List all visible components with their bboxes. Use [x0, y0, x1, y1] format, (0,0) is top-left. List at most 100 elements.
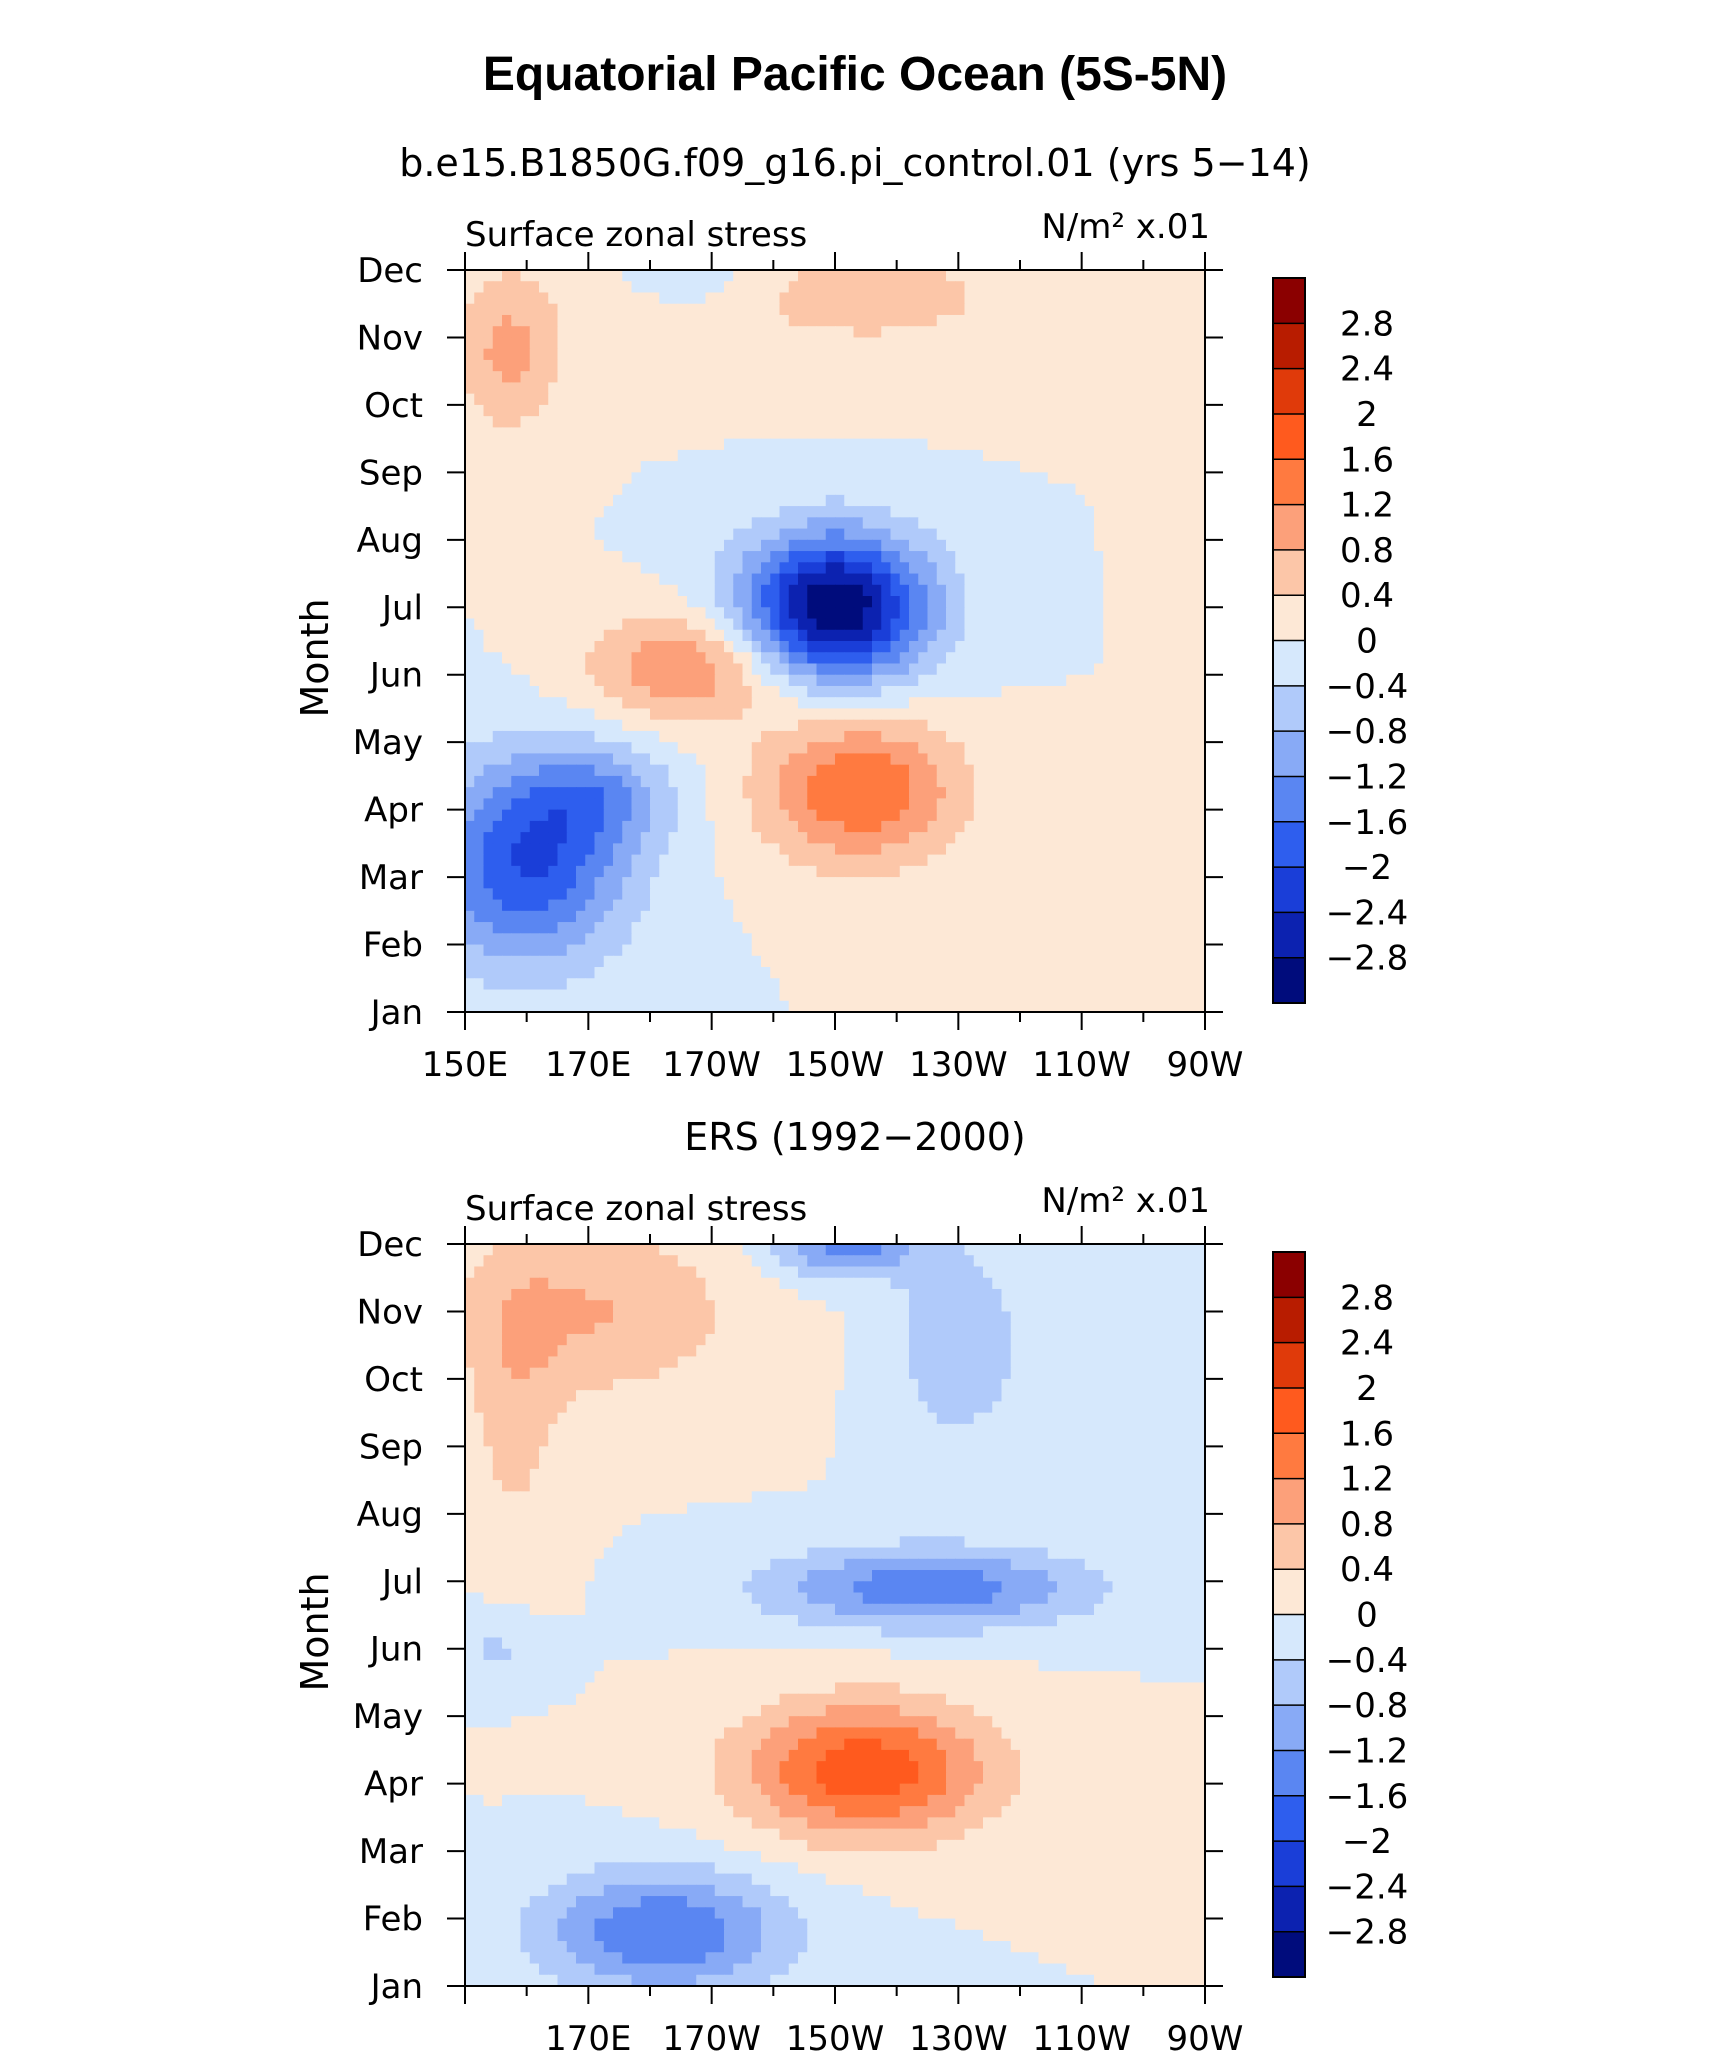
heatmap-cell	[520, 944, 531, 957]
heatmap-cell	[862, 416, 873, 428]
heatmap-cell	[483, 584, 494, 597]
heatmap-cell	[1140, 697, 1151, 710]
heatmap-cell	[511, 719, 522, 732]
heatmap-cell	[1103, 337, 1114, 350]
heatmap-cell	[881, 270, 892, 282]
heatmap-cell	[770, 910, 781, 923]
heatmap-cell	[668, 562, 679, 575]
heatmap-cell	[936, 652, 947, 665]
heatmap-cell	[1020, 708, 1030, 721]
heatmap-cell	[557, 697, 568, 710]
heatmap-cell	[687, 438, 697, 451]
heatmap-cell	[705, 494, 716, 507]
heatmap-cell	[659, 820, 670, 833]
heatmap-cell	[585, 348, 596, 361]
heatmap-cell	[1121, 663, 1132, 676]
heatmap-cell	[724, 416, 734, 428]
heatmap-cell	[724, 955, 734, 968]
heatmap-cell	[520, 404, 531, 417]
heatmap-cell	[1047, 506, 1058, 518]
heatmap-cell	[955, 281, 966, 294]
heatmap-cell	[1195, 708, 1206, 721]
heatmap-cell	[1186, 618, 1197, 631]
heatmap-cell	[585, 494, 596, 507]
heatmap-cell	[668, 685, 679, 698]
heatmap-cell	[594, 753, 605, 766]
heatmap-cell	[724, 685, 734, 698]
heatmap-cell	[677, 775, 688, 788]
heatmap-cell	[770, 674, 781, 687]
heatmap-cell	[465, 674, 475, 687]
heatmap-cell	[603, 303, 614, 316]
heatmap-cell	[1186, 539, 1197, 552]
heatmap-cell	[835, 820, 845, 833]
heatmap-cell	[696, 472, 707, 485]
heatmap-cell	[1121, 877, 1132, 889]
heatmap-cell	[640, 663, 651, 676]
heatmap-cell	[1094, 427, 1104, 440]
heatmap-cell	[640, 517, 651, 530]
heatmap-cell	[1103, 629, 1114, 642]
heatmap-cell	[1010, 483, 1021, 496]
heatmap-cell	[1020, 562, 1030, 575]
heatmap-cell	[779, 314, 790, 327]
heatmap-cell	[955, 494, 966, 507]
heatmap-cell	[1047, 944, 1058, 957]
heatmap-cell	[1066, 438, 1077, 451]
heatmap-cell	[594, 393, 605, 406]
heatmap-cell	[668, 629, 679, 642]
heatmap-cell	[751, 674, 762, 687]
heatmap-cell	[483, 865, 494, 878]
heatmap-cell	[909, 596, 919, 608]
heatmap-cell	[946, 303, 956, 316]
heatmap-cell	[835, 798, 845, 811]
heatmap-cell	[825, 483, 836, 496]
heatmap-cell	[761, 787, 771, 799]
heatmap-cell	[677, 685, 688, 698]
heatmap-cell	[1195, 562, 1206, 575]
heatmap-cell	[955, 775, 966, 788]
heatmap-cell	[946, 270, 956, 282]
heatmap-cell	[724, 674, 734, 687]
heatmap-cell	[594, 877, 605, 889]
heatmap-cell	[622, 910, 633, 923]
heatmap-cell	[714, 775, 725, 788]
heatmap-cell	[853, 348, 864, 361]
heatmap-cell	[640, 652, 651, 665]
heatmap-cell	[696, 562, 707, 575]
heatmap-cell	[1020, 528, 1030, 541]
heatmap-cell	[1149, 607, 1160, 620]
heatmap-cell	[955, 348, 966, 361]
heatmap-cell	[539, 607, 549, 620]
heatmap-cell	[631, 865, 642, 878]
heatmap-cell	[492, 674, 503, 687]
heatmap-cell	[539, 393, 549, 406]
heatmap-cell	[557, 506, 568, 518]
heatmap-cell	[835, 539, 845, 552]
heatmap-cell	[1066, 798, 1077, 811]
heatmap-cell	[576, 416, 586, 428]
heatmap-cell	[1131, 730, 1141, 743]
heatmap-cell	[502, 270, 512, 282]
heatmap-cell	[881, 922, 892, 934]
heatmap-cell	[853, 854, 864, 867]
heatmap-cell	[862, 596, 873, 608]
heatmap-cell	[1038, 955, 1049, 968]
heatmap-cell	[927, 416, 938, 428]
heatmap-cell	[973, 292, 984, 305]
heatmap-cell	[964, 314, 975, 327]
heatmap-cell	[733, 697, 744, 710]
heatmap-cell	[687, 674, 697, 687]
heatmap-cell	[705, 685, 716, 698]
heatmap-cell	[1158, 573, 1169, 586]
heatmap-cell	[1103, 438, 1114, 451]
heatmap-cell	[557, 337, 568, 350]
heatmap-cell	[483, 517, 494, 530]
heatmap-cell	[1084, 742, 1095, 755]
heatmap-cell	[483, 371, 494, 384]
heatmap-cell	[816, 314, 827, 327]
heatmap-cell	[659, 730, 670, 743]
heatmap-cell	[955, 427, 966, 440]
heatmap-cell	[492, 584, 503, 597]
heatmap-cell	[724, 596, 734, 608]
